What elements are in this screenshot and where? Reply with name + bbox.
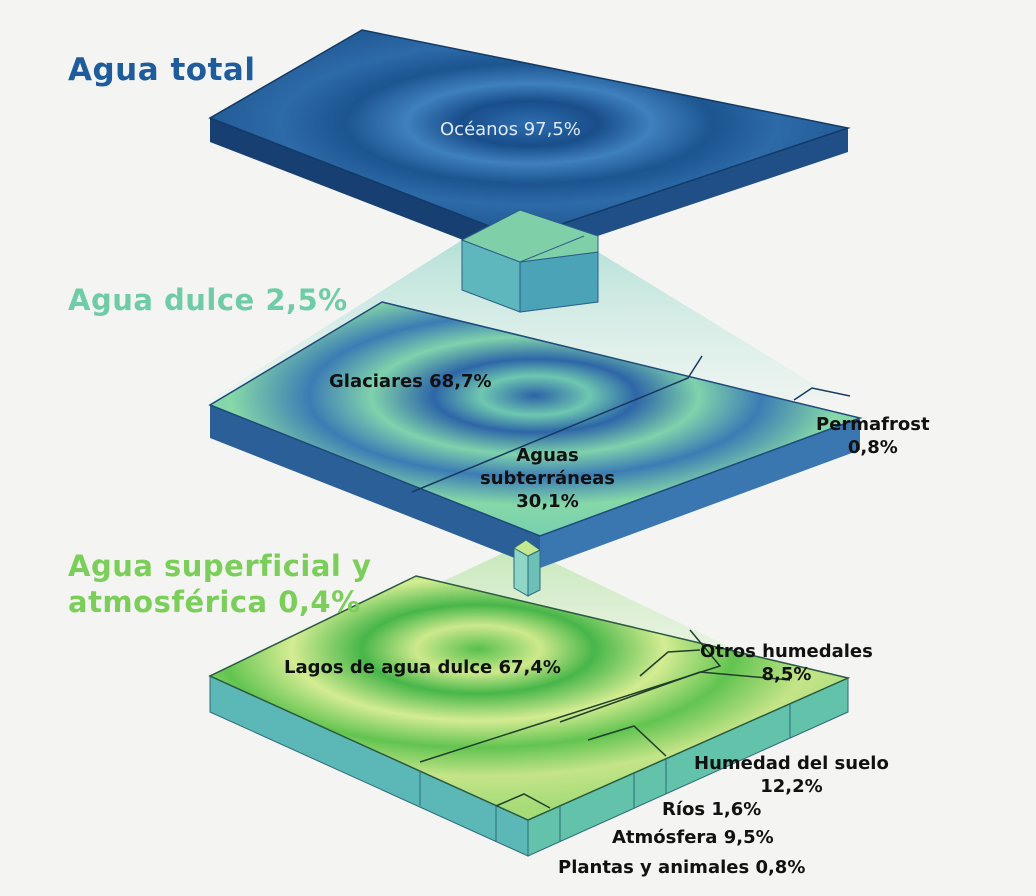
- cube-agua-superficial: [513, 539, 541, 597]
- label-oceanos: Océanos 97,5%: [440, 119, 581, 140]
- heading-agua-superficial-line2: atmosférica 0,4%: [68, 585, 361, 619]
- label-subterraneas-line1: Aguas: [516, 445, 579, 466]
- rios-boundary: [587, 725, 667, 757]
- label-subterraneas-line2: subterráneas: [480, 468, 616, 489]
- slab-total-right-side: [520, 128, 848, 262]
- slab-dulce-left-side: [210, 405, 540, 568]
- heading-agua-total: Agua total: [68, 52, 256, 88]
- heading-agua-superficial-line1: Agua superficial y: [68, 549, 372, 583]
- label-humedad-suelo: Humedad del suelo 12,2%: [694, 752, 889, 798]
- label-rios: Ríos 1,6%: [662, 799, 762, 820]
- heading-agua-superficial: Agua superficial y atmosférica 0,4%: [68, 548, 371, 620]
- label-plantas-animales: Plantas y animales 0,8%: [558, 857, 806, 878]
- label-humedad-name: Humedad del suelo: [694, 753, 889, 774]
- cube-dulce-top: [460, 209, 599, 263]
- heading-agua-dulce: Agua dulce 2,5%: [68, 283, 348, 317]
- label-permafrost-name: Permafrost: [816, 414, 930, 435]
- label-lagos: Lagos de agua dulce 67,4%: [284, 657, 561, 678]
- cube-dulce-divider: [519, 235, 585, 263]
- label-otros-humedales: Otros humedales 8,5%: [700, 640, 873, 686]
- label-otros-value: 8,5%: [761, 664, 812, 685]
- otros-boundary: [639, 649, 701, 677]
- label-permafrost-value: 0,8%: [847, 437, 898, 458]
- label-glaciares: Glaciares 68,7%: [329, 371, 492, 392]
- slab-agua-superficial: [208, 575, 851, 857]
- slab-sup-top: [208, 575, 851, 821]
- label-otros-name: Otros humedales: [700, 641, 873, 662]
- plantas-boundary: [495, 793, 551, 809]
- permafrost-boundary: [793, 387, 851, 401]
- humedad-boundary: [559, 671, 791, 723]
- slab-total-left-side: [210, 118, 520, 262]
- label-humedad-value: 12,2%: [760, 776, 823, 797]
- label-subterraneas-value: 30,1%: [516, 491, 579, 512]
- cube-agua-dulce: [460, 209, 599, 313]
- label-aguas-subterraneas: Aguas subterráneas 30,1%: [480, 444, 615, 513]
- label-permafrost: Permafrost 0,8%: [816, 413, 930, 459]
- slab-agua-dulce: [208, 301, 863, 568]
- label-atmosfera: Atmósfera 9,5%: [612, 827, 774, 848]
- slab-dulce-top: [208, 301, 863, 537]
- cube-sup-right: [527, 549, 541, 597]
- glaciares-boundary: [411, 355, 703, 493]
- lagos-boundary: [419, 629, 722, 763]
- cube-sup-top: [513, 539, 541, 557]
- slab-dulce-right-side: [540, 418, 860, 568]
